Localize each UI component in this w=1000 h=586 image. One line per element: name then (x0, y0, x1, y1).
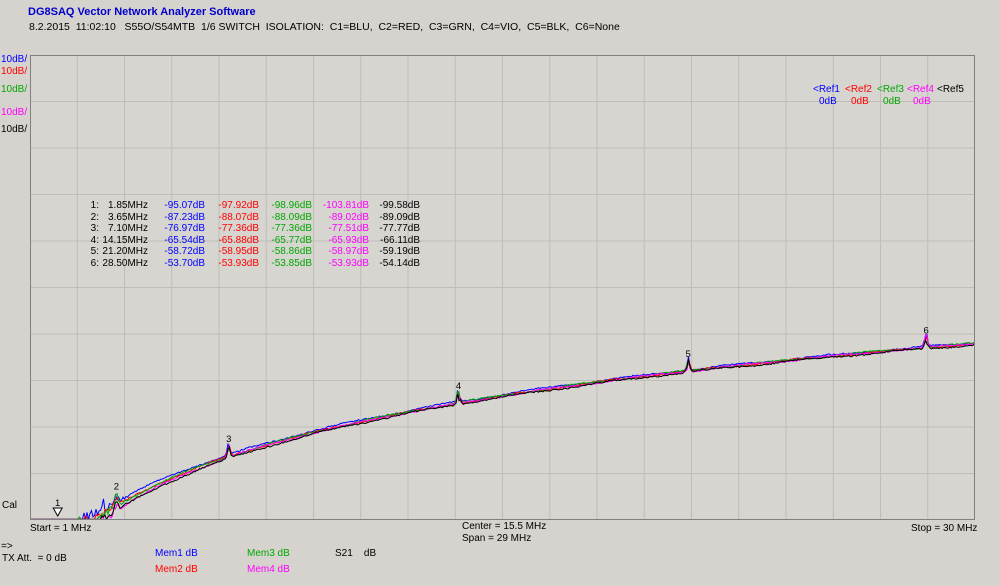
marker-value: -53.85dB (271, 257, 312, 269)
ref-arrow-label: <Ref4 (907, 84, 934, 95)
marker-value: -58.86dB (271, 246, 312, 258)
marker-value: -53.70dB (164, 257, 205, 269)
ref-level-2[interactable]: <Ref2 0dB (845, 84, 872, 108)
marker-frequency: 14.15MHz (102, 234, 148, 246)
marker-value: -89.02dB (328, 211, 369, 223)
legend-mem2[interactable]: Mem2 dB (155, 564, 198, 575)
marker-number: 2: (90, 211, 99, 223)
marker-value: -77.36dB (218, 223, 259, 235)
isolation-chart[interactable]: 1 2 3 4 5 6 (30, 55, 975, 520)
marker-5-digit[interactable]: 5 (686, 349, 691, 360)
marker-1-symbol[interactable] (52, 507, 64, 518)
marker-value: -97.92dB (218, 200, 259, 211)
axis-span-label[interactable]: Span = 29 MHz (462, 533, 532, 544)
marker-value: -99.58dB (379, 200, 420, 211)
marker-table-row: 2: 3.65MHz -87.23dB -88.07dB -88.09dB -89.02d… (85, 212, 420, 224)
app-title: DG8SAQ Vector Network Analyzer Software (28, 6, 256, 18)
ref-arrow-label: <Ref5 (937, 84, 964, 95)
marker-value: -88.07dB (218, 211, 259, 223)
marker-frequency: 1.85MHz (107, 200, 148, 211)
axis-stop-label[interactable]: Stop = 30 MHz (911, 523, 978, 534)
marker-table: 1: 1.85MHz -95.07dB -97.92dB -98.96dB -103.81… (85, 200, 420, 270)
legend-mem4[interactable]: Mem4 dB (247, 564, 290, 575)
marker-value: -77.77dB (379, 223, 420, 235)
tx-arrow-label: => (1, 541, 13, 552)
marker-value: -77.51dB (328, 223, 369, 235)
chart-border (30, 55, 975, 520)
scale-label-trace5[interactable]: 10dB/ (1, 124, 28, 135)
marker-2-digit[interactable]: 2 (114, 482, 119, 493)
marker-frequency: 3.65MHz (107, 211, 148, 223)
marker-value: -89.09dB (379, 211, 420, 223)
marker-value: -58.95dB (218, 246, 259, 258)
marker-value: -65.93dB (328, 234, 369, 246)
marker-value: -65.54dB (164, 234, 205, 246)
marker-number: 5: (90, 246, 99, 258)
ref-level-value: 0dB (913, 96, 931, 107)
marker-value: -58.72dB (164, 246, 205, 258)
marker-value: -66.11dB (380, 234, 420, 246)
marker-value: -59.19dB (379, 246, 420, 258)
ref-arrow-label: <Ref2 (845, 84, 872, 95)
marker-6-digit[interactable]: 6 (923, 326, 928, 337)
marker-value: -103.81dB (322, 200, 369, 211)
marker-value: -87.23dB (164, 211, 205, 223)
ref-level-5[interactable]: <Ref5 (937, 84, 964, 96)
marker-table-row: 4: 14.15MHz -65.54dB -65.88dB -65.77dB -65.93… (85, 235, 420, 247)
marker-1-digit[interactable]: 1 (55, 498, 60, 509)
marker-table-row: 1: 1.85MHz -95.07dB -97.92dB -98.96dB -103.81… (85, 200, 420, 212)
axis-center-label[interactable]: Center = 15.5 MHz (462, 521, 547, 532)
marker-value: -88.09dB (271, 211, 312, 223)
axis-start-label[interactable]: Start = 1 MHz (30, 523, 92, 534)
ref-arrow-label: <Ref3 (877, 84, 904, 95)
marker-value: -65.77dB (271, 234, 312, 246)
trace-s21[interactable] (30, 338, 975, 520)
marker-number: 3: (90, 223, 99, 235)
marker-value: -98.96dB (271, 200, 312, 211)
ref-level-1[interactable]: <Ref1 0dB (813, 84, 840, 108)
marker-value: -53.93dB (218, 257, 259, 269)
tx-att-label[interactable]: TX Att. = 0 dB (2, 553, 67, 564)
cal-label[interactable]: Cal (2, 500, 18, 511)
marker-table-row: 6: 28.50MHz -53.70dB -53.93dB -53.85dB -53.93… (85, 258, 420, 270)
ref-level-value: 0dB (883, 96, 901, 107)
marker-value: -65.88dB (218, 234, 259, 246)
marker-number: 6: (90, 257, 99, 269)
grid-lines (30, 55, 975, 520)
marker-frequency: 28.50MHz (102, 257, 148, 269)
scale-label-trace3[interactable]: 10dB/ (1, 84, 28, 95)
ref-level-value: 0dB (851, 96, 869, 107)
legend-s21[interactable]: S21 dB (335, 548, 377, 559)
marker-number: 1: (90, 200, 99, 211)
marker-value: -58.97dB (328, 246, 369, 258)
scale-label-trace4[interactable]: 10dB/ (1, 107, 28, 118)
marker-value: -54.14dB (379, 257, 420, 269)
marker-table-row: 3: 7.10MHz -76.97dB -77.36dB -77.36dB -77.51d… (85, 223, 420, 235)
marker-value: -95.07dB (164, 200, 205, 211)
marker-table-row: 5: 21.20MHz -58.72dB -58.95dB -58.86dB -58.97… (85, 246, 420, 258)
marker-frequency: 21.20MHz (102, 246, 148, 258)
ref-arrow-label: <Ref1 (813, 84, 840, 95)
legend-mem1[interactable]: Mem1 dB (155, 548, 198, 559)
ref-level-4[interactable]: <Ref4 0dB (907, 84, 934, 108)
marker-value: -53.93dB (328, 257, 369, 269)
legend-mem3[interactable]: Mem3 dB (247, 548, 290, 559)
scale-label-trace1[interactable]: 10dB/ (1, 54, 28, 65)
scale-label-trace2[interactable]: 10dB/ (1, 66, 28, 77)
marker-frequency: 7.10MHz (107, 223, 148, 235)
measurement-info-line: 8.2.2015 11:02:10 S55O/S54MTB 1/6 SWITCH… (29, 21, 620, 33)
marker-4-digit[interactable]: 4 (456, 381, 461, 392)
marker-value: -76.97dB (164, 223, 205, 235)
ref-level-3[interactable]: <Ref3 0dB (877, 84, 904, 108)
marker-value: -77.36dB (271, 223, 312, 235)
marker-number: 4: (90, 234, 99, 246)
ref-level-value: 0dB (819, 96, 837, 107)
marker-3-digit[interactable]: 3 (226, 434, 231, 445)
